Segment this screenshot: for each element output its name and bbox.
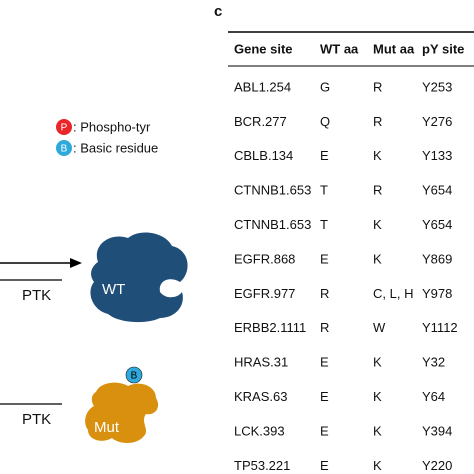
phospho-icon xyxy=(56,119,72,135)
table-cell: K xyxy=(373,423,382,438)
table-cell: K xyxy=(373,355,382,370)
column-header: WT aa xyxy=(320,41,359,56)
table-cell: Y32 xyxy=(422,355,445,370)
table-cell: Y220 xyxy=(422,458,452,473)
legend-symbol: B xyxy=(61,144,68,155)
table-cell: Y654 xyxy=(422,217,452,232)
table-cell: CTNNB1.653 xyxy=(234,217,311,232)
table-cell: Y394 xyxy=(422,423,452,438)
table-cell: T xyxy=(320,217,328,232)
mut-protein xyxy=(85,382,159,443)
enzyme-label: PTK xyxy=(22,287,51,304)
basic-symbol: B xyxy=(131,371,138,382)
table-cell: K xyxy=(373,458,382,473)
table-cell: E xyxy=(320,251,329,266)
table-cell: CBLB.134 xyxy=(234,148,293,163)
table-cell: W xyxy=(373,320,386,335)
table-cell: K xyxy=(373,251,382,266)
legend-symbol: P xyxy=(61,123,68,134)
table-cell: Y1112 xyxy=(422,320,458,335)
table-cell: T xyxy=(320,183,328,198)
table-cell: Q xyxy=(320,114,330,129)
table-cell: K xyxy=(373,148,382,163)
table-cell: G xyxy=(320,79,330,94)
table-cell: ABL1.254 xyxy=(234,79,291,94)
table-cell: K xyxy=(373,217,382,232)
table-cell: E xyxy=(320,423,329,438)
legend-label: : Basic residue xyxy=(73,140,158,155)
wt-protein xyxy=(90,232,188,323)
table-cell: EGFR.868 xyxy=(234,251,295,266)
table-cell: Y133 xyxy=(422,148,452,163)
table-cell: KRAS.63 xyxy=(234,389,287,404)
wt-label: WT xyxy=(102,281,125,298)
enzyme-label: PTK xyxy=(22,411,51,428)
table-cell: Y978 xyxy=(422,286,452,301)
table-cell: ERBB2.1111 xyxy=(234,320,306,335)
column-header: Mut aa xyxy=(373,41,415,56)
mut-label: Mut xyxy=(94,419,120,436)
table-cell: C, L, H xyxy=(373,286,413,301)
panel-label: c xyxy=(214,3,222,20)
table-cell: E xyxy=(320,389,329,404)
table-cell: EGFR.977 xyxy=(234,286,295,301)
table-cell: R xyxy=(320,320,329,335)
arrow-head xyxy=(70,258,82,268)
table-cell: E xyxy=(320,355,329,370)
basic-icon xyxy=(56,140,72,156)
basic-icon xyxy=(125,366,143,384)
table-cell: Y276 xyxy=(422,114,452,129)
table-cell: HRAS.31 xyxy=(234,355,288,370)
table-cell: R xyxy=(373,79,382,94)
table-cell: R xyxy=(373,183,382,198)
table-cell: TP53.221 xyxy=(234,458,290,473)
table-cell: Y253 xyxy=(422,79,452,94)
legend-label: : Phospho-tyr xyxy=(73,119,151,134)
column-header: pY site xyxy=(422,41,464,56)
table-cell: E xyxy=(320,148,329,163)
table-cell: Y64 xyxy=(422,389,445,404)
table-cell: Y654 xyxy=(422,183,452,198)
table-cell: R xyxy=(320,286,329,301)
table-cell: Y869 xyxy=(422,251,452,266)
table-cell: CTNNB1.653 xyxy=(234,183,311,198)
table-cell: BCR.277 xyxy=(234,114,287,129)
table-cell: LCK.393 xyxy=(234,423,285,438)
table-cell: E xyxy=(320,458,329,473)
column-header: Gene site xyxy=(234,41,293,56)
table-cell: R xyxy=(373,114,382,129)
table-cell: K xyxy=(373,389,382,404)
